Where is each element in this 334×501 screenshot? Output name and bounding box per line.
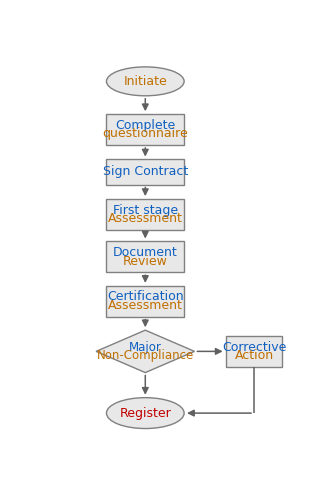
Text: Major: Major [129,341,162,354]
Text: Non-Compliance: Non-Compliance [97,349,194,362]
Text: Assessment: Assessment [108,212,183,225]
Text: First stage: First stage [113,204,178,217]
Text: Assessment: Assessment [108,299,183,312]
Text: Initiate: Initiate [124,75,167,88]
Text: Register: Register [120,407,171,420]
Text: Document: Document [113,246,178,259]
FancyBboxPatch shape [107,241,184,273]
Ellipse shape [107,398,184,428]
Polygon shape [96,330,194,373]
Text: Complete: Complete [115,119,175,132]
FancyBboxPatch shape [107,199,184,230]
Text: Certification: Certification [107,291,184,304]
FancyBboxPatch shape [225,336,283,367]
FancyBboxPatch shape [107,159,184,184]
Text: Sign Contract: Sign Contract [103,165,188,178]
Text: questionnaire: questionnaire [103,127,188,140]
Ellipse shape [107,67,184,96]
FancyBboxPatch shape [107,286,184,317]
Text: Review: Review [123,255,168,268]
Text: Corrective: Corrective [222,341,286,354]
FancyBboxPatch shape [107,114,184,145]
Text: Action: Action [234,349,274,362]
